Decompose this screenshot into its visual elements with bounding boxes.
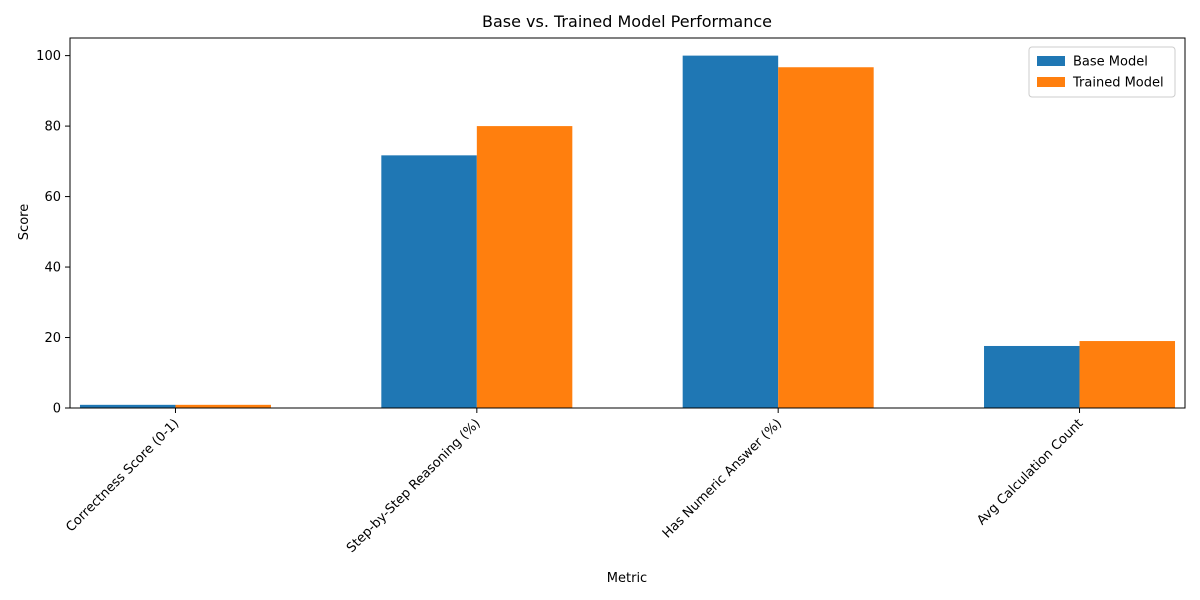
bar-base-1 bbox=[79, 404, 176, 408]
chart-title: Base vs. Trained Model Performance bbox=[482, 12, 772, 31]
y-tick-label: 0 bbox=[53, 402, 61, 417]
bar-base-4 bbox=[984, 345, 1080, 408]
y-tick-label: 20 bbox=[44, 331, 61, 346]
legend-swatch-trained bbox=[1037, 77, 1065, 87]
bar-trained-2 bbox=[476, 126, 573, 408]
y-tick-label: 40 bbox=[44, 261, 61, 276]
legend-label-base: Base Model bbox=[1073, 55, 1148, 70]
bar-trained-3 bbox=[778, 67, 874, 408]
y-tick-label: 100 bbox=[36, 49, 61, 64]
x-axis-label: Metric bbox=[607, 571, 647, 586]
bar-trained-4 bbox=[1079, 341, 1176, 408]
bar-base-2 bbox=[381, 155, 477, 408]
axes-frame bbox=[69, 37, 1186, 409]
legend-swatch-base bbox=[1037, 56, 1065, 66]
bar-trained-1 bbox=[175, 404, 271, 408]
legend-box bbox=[1028, 46, 1176, 98]
y-axis-label: Score bbox=[17, 204, 32, 240]
y-tick-label: 80 bbox=[44, 120, 61, 135]
legend-label-trained: Trained Model bbox=[1072, 76, 1164, 91]
legend: Base Model Trained Model bbox=[1028, 46, 1176, 98]
bar-base-3 bbox=[682, 55, 779, 408]
y-tick-label: 60 bbox=[44, 190, 61, 205]
